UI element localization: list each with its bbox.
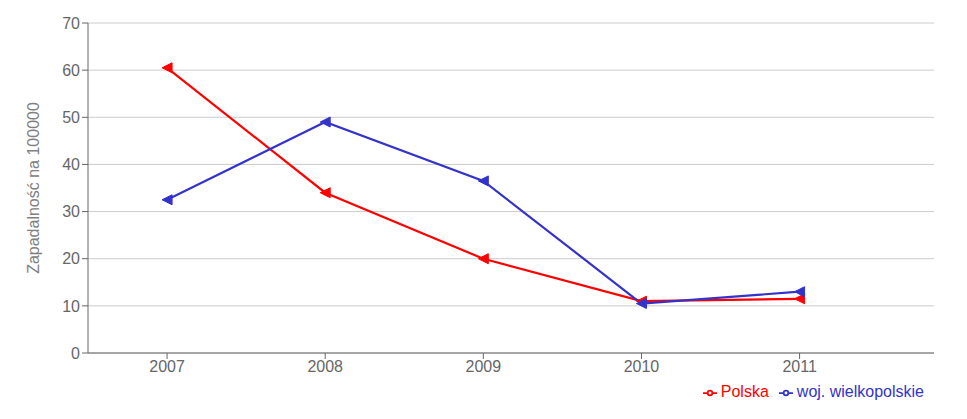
svg-text:2010: 2010	[624, 358, 660, 375]
svg-text:2008: 2008	[307, 358, 343, 375]
svg-text:10: 10	[62, 298, 80, 315]
svg-text:20: 20	[62, 250, 80, 267]
svg-text:2011: 2011	[782, 358, 817, 375]
svg-text:50: 50	[62, 109, 80, 126]
html-text:woj. wielkopolskie: woj. wielkopolskie	[796, 383, 924, 400]
svg-text:2009: 2009	[466, 358, 502, 375]
svg-text:Zapadalność na 100000: Zapadalność na 100000	[25, 102, 42, 274]
svg-text:70: 70	[62, 15, 80, 32]
html-text:Polska: Polska	[720, 383, 769, 400]
svg-text:0: 0	[71, 345, 80, 362]
svg-text:40: 40	[62, 156, 80, 173]
svg-text:30: 30	[62, 203, 80, 220]
svg-text:60: 60	[62, 62, 80, 79]
svg-text:2007: 2007	[149, 358, 185, 375]
